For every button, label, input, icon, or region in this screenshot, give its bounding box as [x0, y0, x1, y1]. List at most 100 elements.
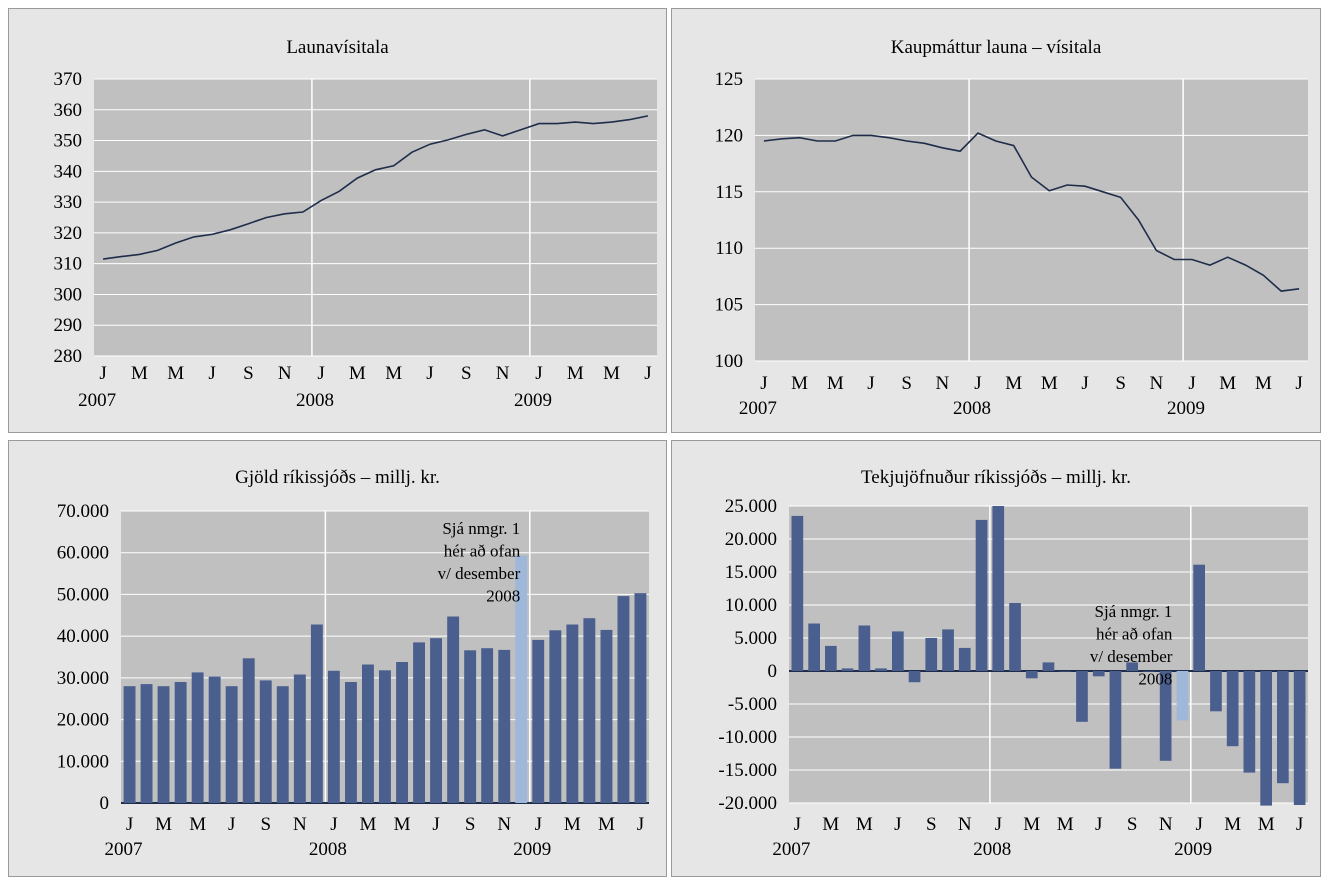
bar: [1025, 671, 1038, 679]
bar: [791, 515, 804, 671]
y-tick-label: 20.000: [725, 529, 777, 550]
bar: [958, 647, 971, 671]
x-tick-label: J: [426, 363, 433, 384]
x-tick-label: M: [1258, 814, 1275, 835]
bar: [430, 638, 442, 803]
y-tick-label: -5.000: [728, 694, 777, 715]
bar: [242, 658, 255, 803]
x-tick-label: M: [189, 814, 206, 835]
y-tick-label: 100: [715, 351, 744, 372]
y-tick-label: -15.000: [718, 760, 777, 781]
bar: [259, 680, 272, 803]
x-tick-label: J: [228, 814, 235, 835]
x-year-label: 2009: [513, 839, 551, 860]
bar: [892, 631, 904, 671]
plot-area: [755, 79, 1308, 361]
y-tick-label: 25.000: [725, 496, 777, 517]
chart-tekjujofnudur: -20.000 -15.000 -10.000 -5.000 0 5.000 10.000 1…: [718, 496, 1308, 860]
annotation-text: Sjá nmgr. 1: [1095, 602, 1173, 621]
x-tick-label: J: [644, 363, 651, 384]
bar: [1260, 671, 1272, 806]
x-tick-label: M: [1057, 814, 1074, 835]
data-line: [763, 132, 1300, 292]
plot-area: [94, 79, 657, 356]
bar: [498, 649, 511, 803]
x-year-label: 2009: [1167, 398, 1205, 419]
x-tick-label: M: [1041, 373, 1058, 394]
bar: [1009, 603, 1021, 671]
x-year-label: 2007: [772, 839, 810, 860]
x-tick-label: J: [1095, 814, 1102, 835]
y-tick-label: 370: [54, 69, 83, 90]
bar: [858, 625, 871, 671]
x-tick-label: J: [1295, 373, 1302, 394]
x-tick-label: M: [155, 814, 172, 835]
bar: [925, 638, 938, 671]
y-tick-label: 5.000: [734, 628, 777, 649]
y-tick-label: 340: [54, 161, 83, 182]
x-tick-label: J: [1188, 373, 1195, 394]
y-tick-label: 115: [715, 182, 743, 203]
x-tick-label: M: [394, 814, 411, 835]
bar: [293, 674, 306, 803]
x-year-label: 2008: [973, 839, 1011, 860]
y-tick-label: 290: [54, 315, 83, 336]
x-tick-label: S: [465, 814, 476, 835]
x-year-label: 2007: [739, 398, 777, 419]
x-tick-label: N: [293, 814, 307, 835]
bar: [942, 629, 954, 671]
bar: [362, 664, 374, 803]
y-tick-label: 110: [715, 238, 743, 259]
bar: [634, 593, 647, 803]
bar: [1243, 671, 1256, 773]
x-tick-label: S: [1127, 814, 1138, 835]
bar: [1076, 671, 1088, 722]
bar: [379, 670, 391, 803]
bar: [808, 623, 820, 671]
x-year-label: 2009: [514, 390, 552, 411]
chart-title: Launavísitala: [286, 37, 389, 58]
bar: [464, 650, 477, 803]
x-tick-label: M: [827, 373, 844, 394]
bar: [1193, 564, 1205, 671]
x-year-label: 2007: [78, 390, 116, 411]
bar: [225, 686, 238, 803]
bar: [1226, 671, 1239, 747]
y-tick-label: 125: [715, 69, 744, 90]
x-tick-label: J: [317, 363, 324, 384]
bar: [1126, 662, 1138, 671]
bar: [123, 686, 136, 803]
x-tick-label: J: [99, 363, 106, 384]
bar: [140, 684, 153, 803]
data-line: [102, 115, 649, 260]
x-tick-label: N: [1159, 814, 1173, 835]
y-tick-label: 30.000: [57, 668, 109, 689]
chart-gjold: 0 10.000 20.000 30.000 40.000 50.000 60.000 70.…: [57, 501, 649, 860]
x-tick-label: J: [208, 363, 215, 384]
x-tick-label: M: [1255, 373, 1272, 394]
y-tick-label: 280: [54, 346, 83, 367]
x-tick-label: J: [637, 814, 644, 835]
x-tick-label: M: [856, 814, 873, 835]
x-tick-label: N: [958, 814, 972, 835]
bar: [841, 668, 854, 671]
bar: [174, 682, 187, 803]
y-tick-label: 120: [715, 125, 744, 146]
y-tick-label: 60.000: [57, 543, 109, 564]
x-tick-label: N: [496, 363, 510, 384]
x-tick-label: J: [126, 814, 133, 835]
x-tick-label: J: [760, 373, 767, 394]
bar: [1293, 671, 1306, 805]
bar: [1176, 671, 1189, 721]
bar: [1210, 671, 1222, 712]
x-tick-label: J: [995, 814, 1002, 835]
annotation-text: Sjá nmgr. 1: [442, 519, 520, 538]
bar: [1277, 671, 1289, 784]
bar: [1042, 662, 1055, 671]
bar: [617, 596, 630, 803]
x-tick-label: M: [360, 814, 377, 835]
x-tick-label: S: [1115, 373, 1126, 394]
y-tick-label: 0: [768, 661, 778, 682]
x-tick-label: S: [926, 814, 937, 835]
